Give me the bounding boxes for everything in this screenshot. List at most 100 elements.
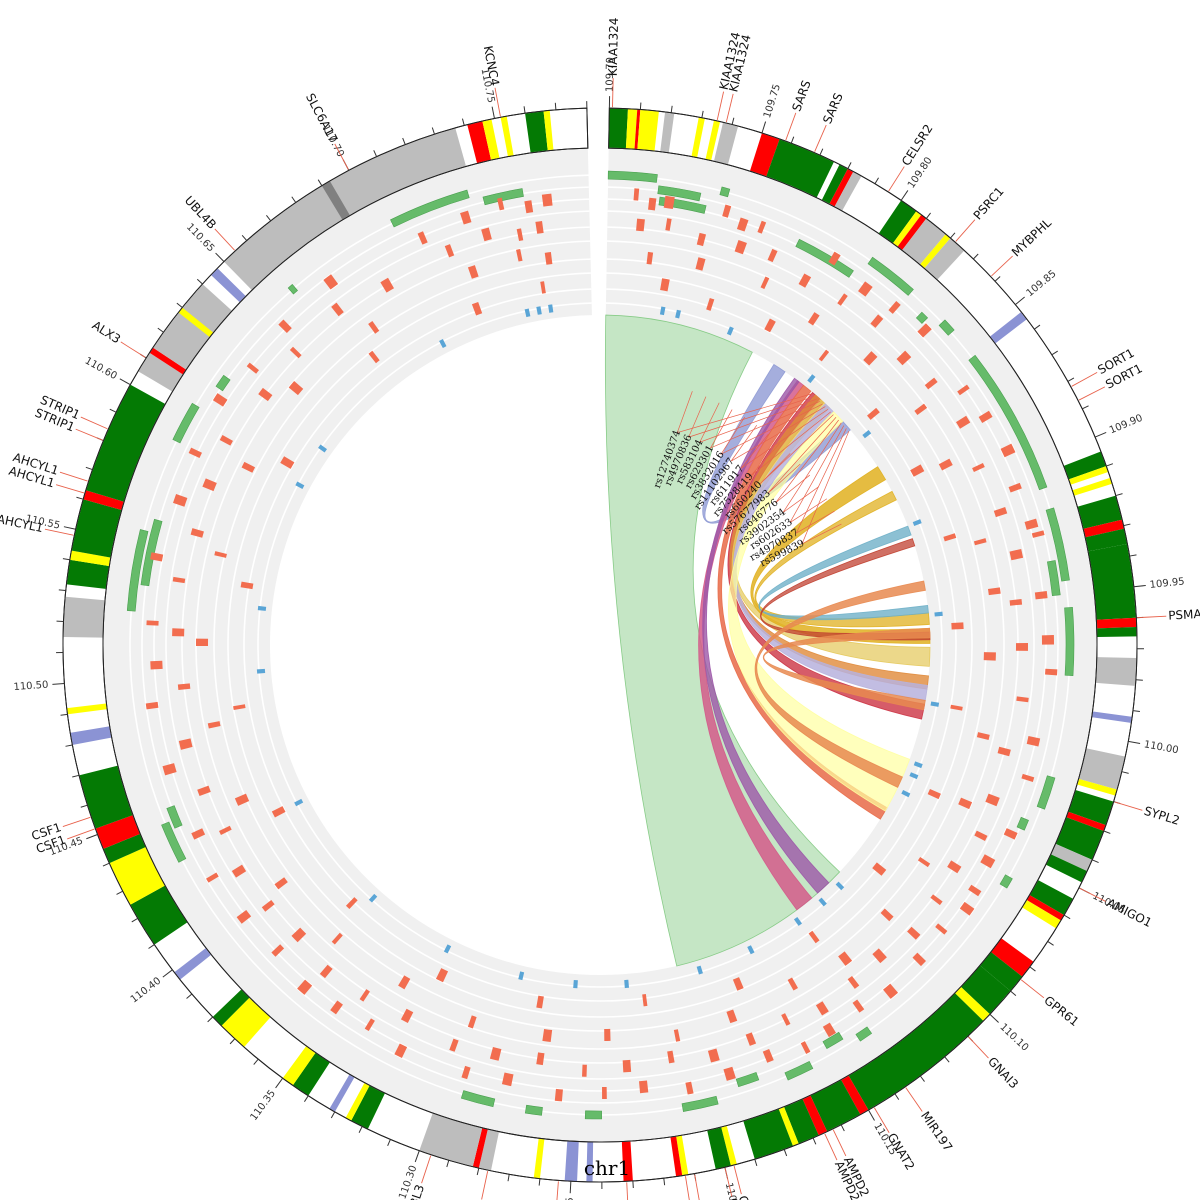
- tick-mark: [1067, 377, 1075, 382]
- snp-marker: [781, 1013, 791, 1026]
- ideogram-band: [467, 121, 491, 163]
- snp-marker: [207, 721, 221, 729]
- tick-mark: [85, 466, 93, 471]
- snp-marker: [218, 825, 232, 836]
- snp-marker: [330, 1000, 343, 1015]
- snp-marker: [807, 312, 820, 326]
- gene-label-connector: [80, 416, 108, 430]
- ideogram-band: [924, 238, 964, 280]
- ideogram-band: [766, 139, 834, 198]
- snp-marker: [665, 218, 672, 231]
- snp-marker: [980, 854, 996, 869]
- tick-mark: [900, 190, 909, 201]
- ideogram-band: [83, 490, 124, 510]
- tick-label: 110.10: [997, 1022, 1030, 1054]
- tick-mark: [1129, 554, 1137, 557]
- gene-label: PSMA5: [1168, 607, 1200, 623]
- gene-feature: [215, 374, 231, 392]
- ideogram-band: [902, 218, 946, 265]
- snp-marker: [604, 1028, 611, 1041]
- gene-label-connector: [62, 816, 91, 828]
- blue-marker: [439, 339, 447, 349]
- snp-marker: [798, 273, 812, 288]
- tick-label: 109.70: [605, 57, 617, 92]
- ideogram-band: [750, 133, 780, 177]
- tick-mark: [819, 148, 824, 156]
- ideogram-band: [500, 116, 514, 157]
- link-ribbon: [604, 314, 841, 967]
- ideogram-band: [1083, 519, 1124, 538]
- gene-feature: [915, 311, 929, 324]
- tick-mark: [109, 408, 117, 413]
- ideogram-band: [95, 815, 140, 849]
- snp-marker: [467, 1015, 477, 1029]
- snp-label-connector: [775, 419, 839, 504]
- tick-mark: [874, 177, 879, 184]
- gene-label-connector: [556, 1181, 559, 1200]
- gene-feature: [999, 874, 1013, 889]
- gene-label-connector: [716, 91, 725, 121]
- gene-feature: [1016, 816, 1029, 831]
- gene-label-connector: [612, 78, 614, 108]
- snp-marker: [380, 277, 394, 293]
- snp-marker: [444, 244, 455, 258]
- ideogram-band: [621, 1141, 633, 1181]
- blue-marker: [518, 971, 525, 981]
- snp-marker: [497, 197, 505, 211]
- gene-label-connector: [824, 1133, 838, 1161]
- tick-mark: [670, 105, 673, 113]
- snp-marker: [907, 926, 921, 940]
- snp-marker: [1024, 518, 1039, 530]
- snp-marker: [368, 350, 380, 364]
- snp-marker: [231, 864, 247, 878]
- gene-label-connector: [1079, 887, 1106, 902]
- gene-label-connector: [120, 341, 146, 358]
- snp-marker: [1041, 635, 1054, 645]
- snp-marker: [542, 1028, 553, 1042]
- gene-label-connector: [785, 112, 797, 141]
- ideogram-band: [472, 1128, 488, 1168]
- ideogram-band: [478, 1129, 499, 1171]
- tick-mark: [131, 917, 139, 923]
- tick-mark: [754, 1159, 758, 1167]
- snp-label-connector: [801, 431, 850, 545]
- snp-marker: [206, 872, 219, 883]
- blue-marker: [256, 668, 266, 674]
- ideogram-band: [533, 1138, 545, 1179]
- snp-marker: [950, 704, 963, 711]
- blue-marker: [294, 798, 304, 807]
- gene-label-connector: [44, 528, 74, 536]
- snp-marker: [974, 830, 988, 841]
- tick-mark: [1133, 584, 1146, 588]
- snp-marker: [838, 951, 853, 966]
- tick-mark: [554, 102, 557, 110]
- blue-marker: [913, 761, 923, 769]
- snp-marker: [863, 351, 878, 366]
- gene-label-connector: [733, 1165, 742, 1195]
- tick-mark: [1091, 859, 1099, 864]
- ideogram-band: [625, 109, 638, 149]
- snp-marker: [278, 319, 292, 334]
- tick-mark: [266, 214, 272, 222]
- tick-mark: [894, 1093, 900, 1100]
- snp-marker: [212, 393, 228, 407]
- blue-marker: [536, 306, 542, 315]
- tick-mark: [215, 252, 225, 262]
- ideogram-band: [293, 1053, 330, 1096]
- ideogram-band: [714, 122, 739, 165]
- tick-mark: [317, 179, 323, 186]
- ideogram-band: [955, 987, 990, 1021]
- gene-label-connector: [725, 93, 734, 123]
- snp-marker: [540, 281, 546, 294]
- snp-marker: [987, 587, 1001, 596]
- tick-mark: [790, 136, 795, 144]
- snp-marker: [867, 407, 880, 420]
- ideogram-band: [778, 1107, 799, 1146]
- snp-marker: [639, 1080, 649, 1094]
- snp-marker: [177, 683, 191, 691]
- ideogram-band: [1027, 895, 1064, 921]
- snp-marker: [323, 274, 339, 290]
- snp-marker: [280, 456, 295, 469]
- snp-marker: [172, 576, 186, 584]
- ideogram-band: [961, 965, 1011, 1014]
